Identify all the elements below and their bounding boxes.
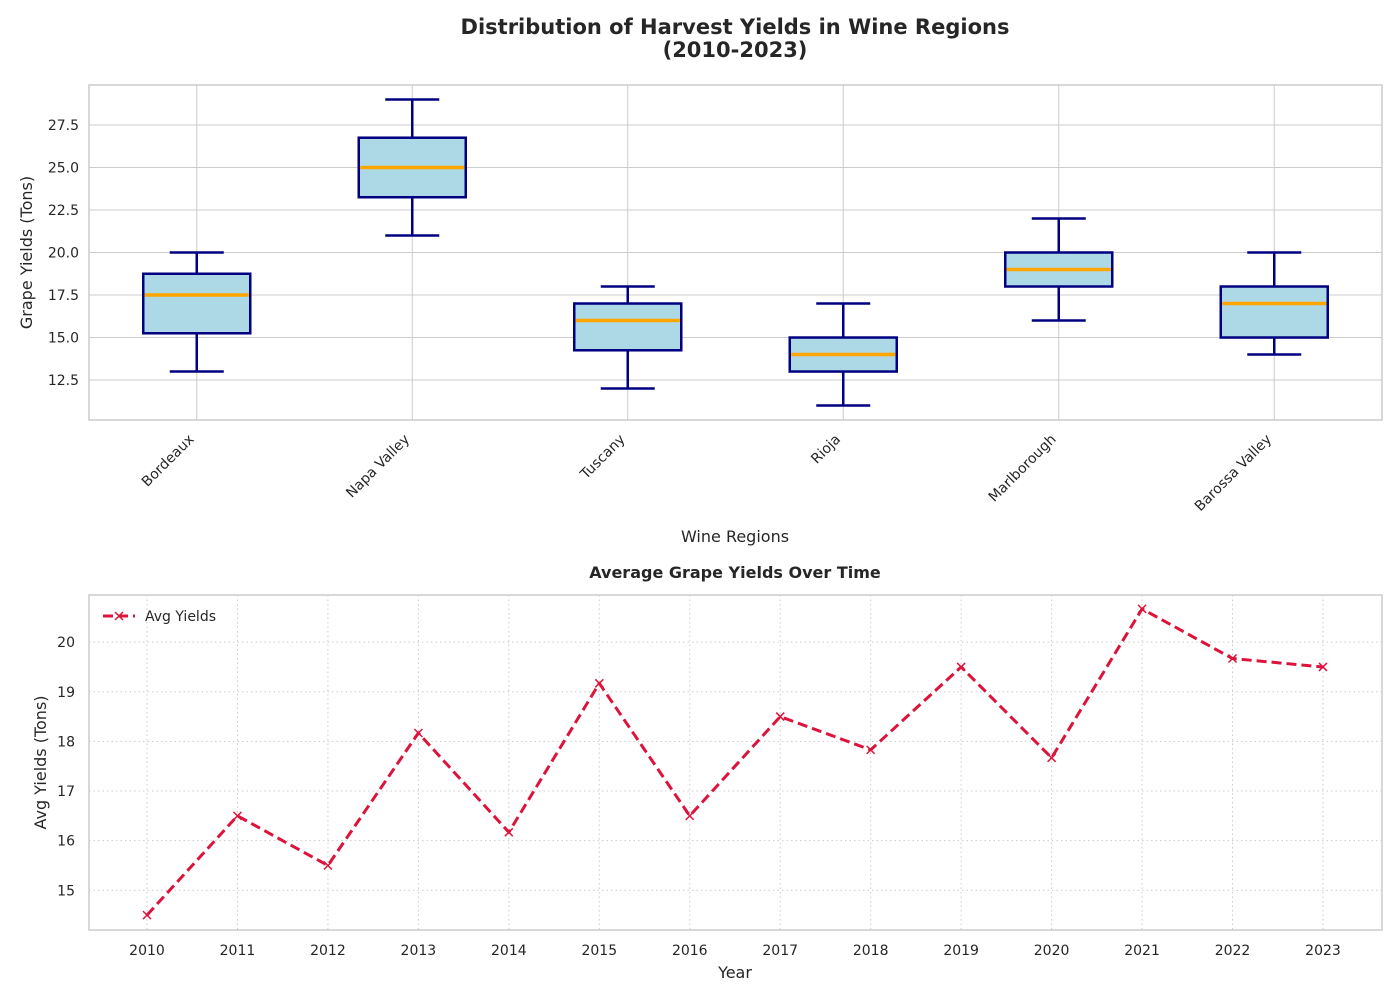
box-ytick-label: 17.5	[48, 288, 79, 304]
line-ytick-label: 16	[57, 834, 75, 850]
box-iqr	[573, 302, 683, 352]
line-ytick-label: 15	[57, 883, 75, 899]
data-point-2014	[504, 827, 514, 837]
data-point-2012	[323, 860, 333, 871]
line-y-axis-label: Avg Yields (Tons)	[31, 695, 50, 829]
line-xtick-label: 2014	[491, 943, 527, 959]
data-point-2021	[1137, 604, 1147, 614]
series-line-avg-yields	[145, 607, 1324, 917]
box-ytick-label: 27.5	[48, 118, 79, 134]
data-point-2016	[685, 811, 695, 821]
box-barossa-valley	[1219, 251, 1329, 356]
box-y-axis-label: Grape Yields (Tons)	[17, 176, 36, 329]
line-xtick-label: 2016	[672, 943, 708, 959]
line-xtick-label: 2020	[1034, 943, 1070, 959]
box-x-axis-label: Wine Regions	[681, 527, 789, 546]
line-xtick-label: 2011	[220, 943, 256, 959]
data-point-2010	[142, 910, 152, 920]
marker-x-stroke	[142, 910, 152, 920]
line-xtick-label: 2010	[129, 943, 165, 959]
box-xtick-label: Barossa Valley	[1192, 432, 1275, 515]
marker-x-stroke	[685, 811, 695, 821]
marker-x-stroke	[866, 745, 876, 755]
data-point-2018	[866, 745, 876, 755]
box-xtick-label: Tuscany	[577, 432, 629, 484]
data-point-2011	[232, 811, 242, 821]
data-point-2019	[956, 662, 966, 672]
box-xtick-label: Napa Valley	[343, 432, 413, 502]
marker-x-stroke	[413, 728, 423, 738]
box-xtick-label: Bordeaux	[139, 432, 198, 491]
line-ytick-label: 17	[57, 784, 75, 800]
line-xtick-label: 2023	[1305, 943, 1341, 959]
marker-x-stroke	[956, 662, 966, 672]
box-plot-frame	[88, 84, 1383, 421]
data-point-2013	[413, 728, 423, 738]
data-point-2022	[1227, 653, 1238, 664]
legend-marker-stroke	[114, 611, 124, 621]
box-marlborough	[1004, 217, 1114, 322]
box-xtick-label: Rioja	[808, 432, 844, 468]
data-point-2023	[1318, 662, 1328, 672]
line-xtick-label: 2019	[943, 943, 979, 959]
line-xtick-label: 2013	[401, 943, 437, 959]
line-plot-frame	[88, 594, 1383, 931]
line-xtick-label: 2022	[1215, 943, 1251, 959]
marker-x-stroke	[594, 678, 604, 688]
box-chart-title-line2: (2010-2023)	[663, 38, 808, 62]
line-xtick-label: 2017	[762, 943, 798, 959]
line-xtick-label: 2015	[581, 943, 617, 959]
marker-x-stroke	[1318, 662, 1328, 672]
box-ytick-label: 12.5	[48, 373, 79, 389]
marker-x-stroke	[323, 860, 333, 871]
marker-x-stroke	[504, 827, 514, 837]
box-rioja	[788, 302, 898, 407]
legend-label-avg-yields: Avg Yields	[145, 609, 216, 625]
line-xtick-label: 2018	[853, 943, 889, 959]
legend: Avg Yields	[103, 609, 216, 625]
marker-x-stroke	[1137, 604, 1147, 614]
box-ytick-label: 25.0	[48, 160, 79, 176]
box-xtick-label: Marlborough	[986, 432, 1060, 506]
data-point-2017	[775, 712, 785, 722]
line-xtick-label: 2012	[310, 943, 346, 959]
box-iqr	[142, 272, 252, 335]
box-ytick-label: 15.0	[48, 331, 79, 347]
line-ytick-label: 20	[57, 635, 75, 651]
marker-x-stroke	[775, 712, 785, 722]
line-ytick-label: 18	[57, 734, 75, 750]
data-point-2015	[594, 678, 604, 688]
box-chart-title: Distribution of Harvest Yields in Wine R…	[461, 15, 1010, 39]
line-ytick-label: 19	[57, 685, 75, 701]
marker-x-stroke	[1047, 753, 1057, 763]
box-ytick-label: 22.5	[48, 203, 79, 219]
box-iqr	[1219, 285, 1329, 339]
line-chart-title: Average Grape Yields Over Time	[589, 563, 881, 582]
data-point-2020	[1047, 753, 1057, 763]
marker-x-stroke	[232, 811, 242, 821]
box-tuscany	[573, 285, 683, 390]
box-ytick-label: 20.0	[48, 246, 79, 262]
line-x-axis-label: Year	[717, 963, 752, 982]
box-bordeaux	[142, 251, 252, 373]
line-xtick-label: 2021	[1124, 943, 1160, 959]
box-napa-valley	[357, 98, 467, 237]
marker-x-stroke	[1227, 653, 1238, 664]
